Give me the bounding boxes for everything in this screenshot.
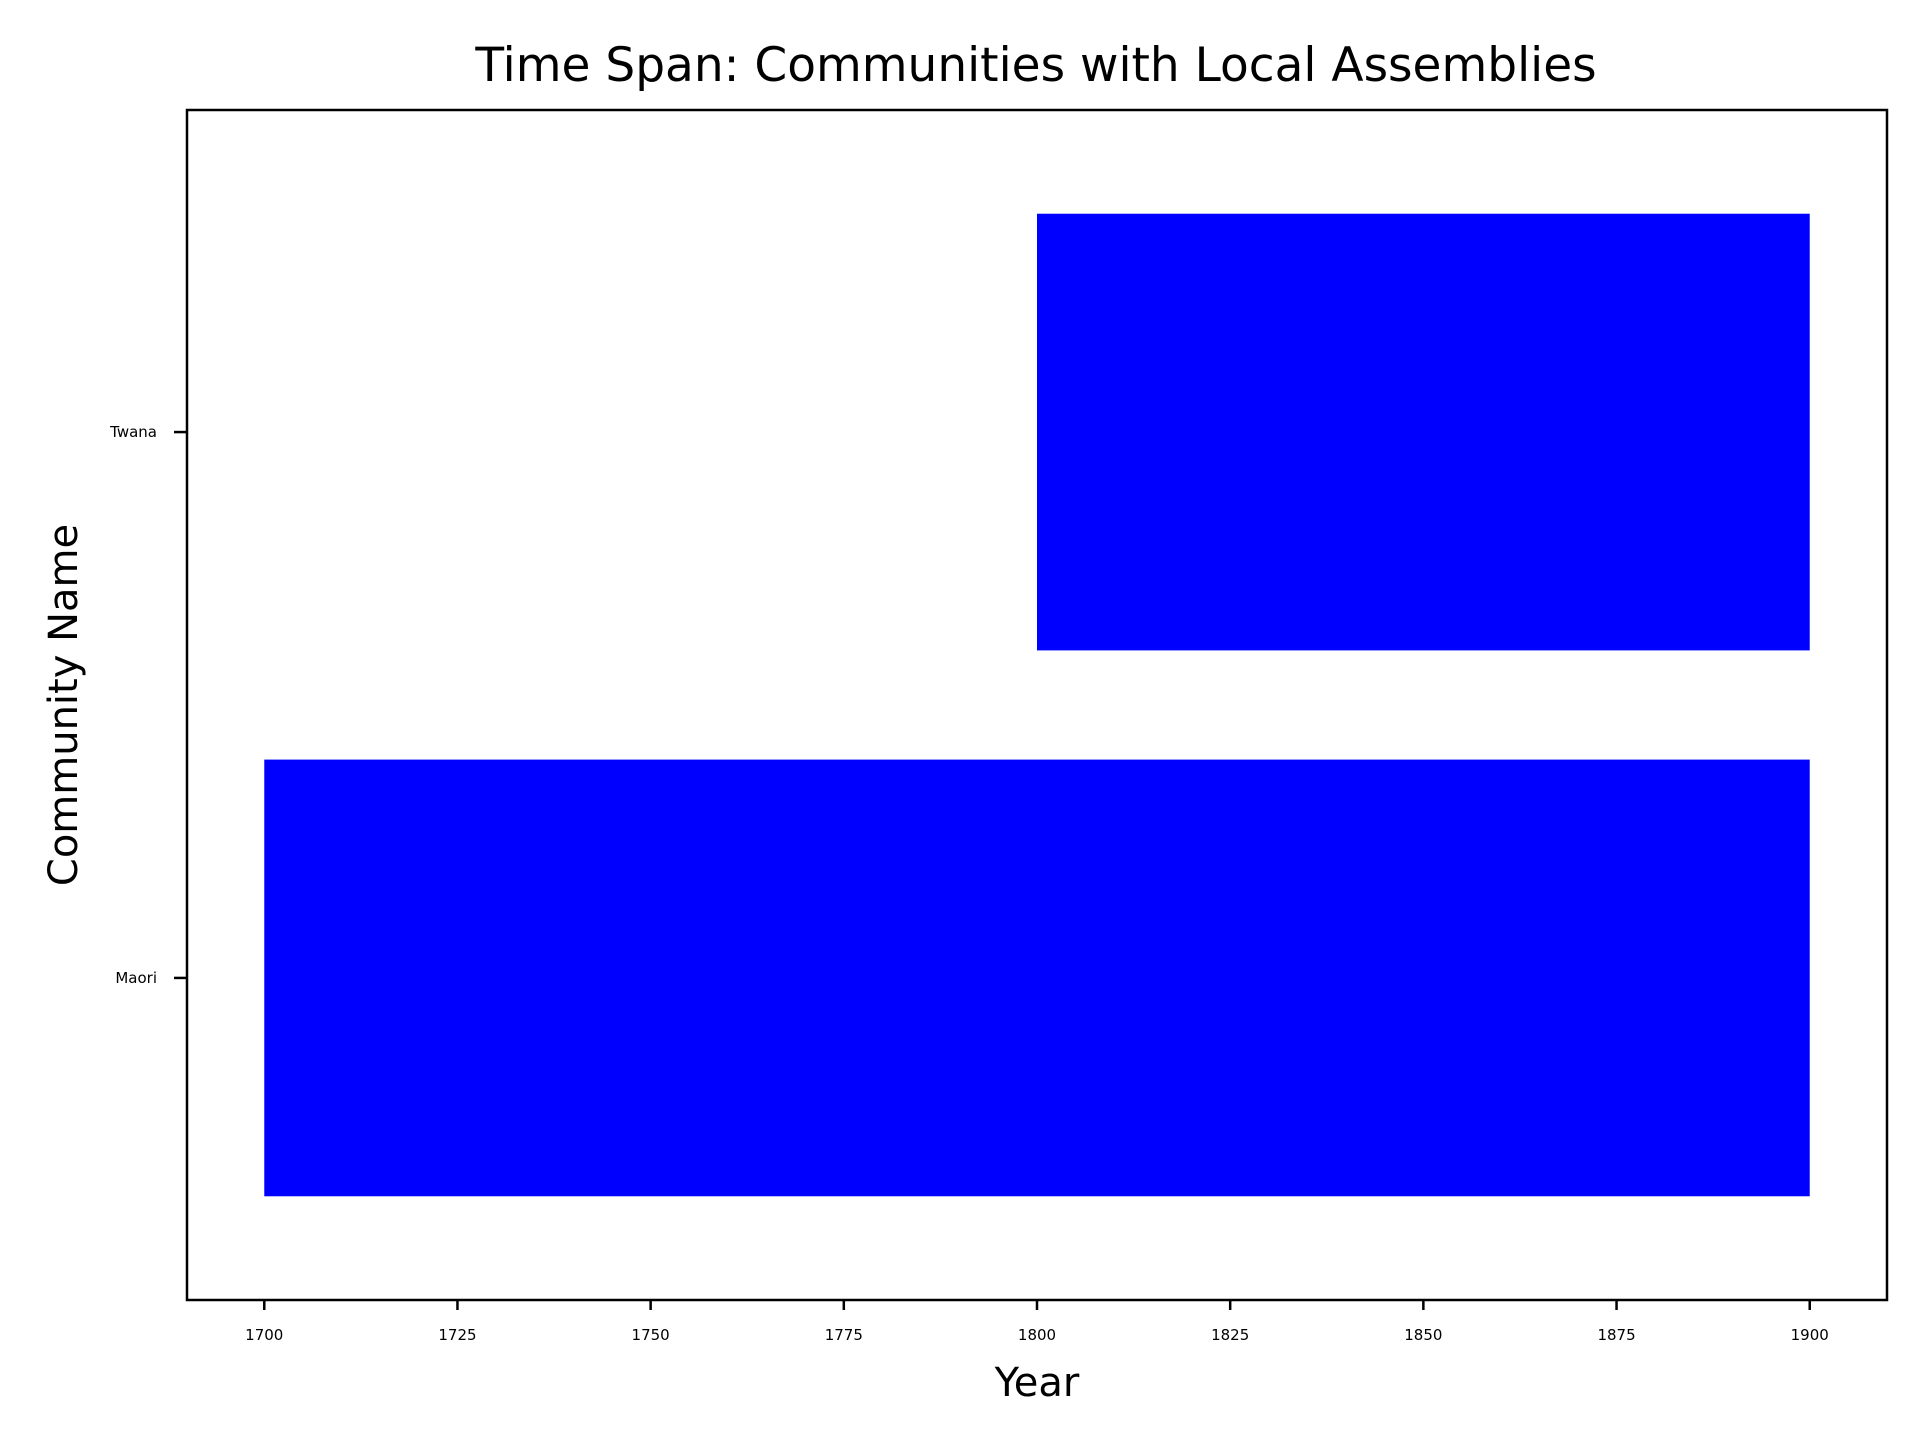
bars-group xyxy=(264,213,1810,1197)
chart-title: Time Span: Communities with Local Assemb… xyxy=(474,38,1596,93)
x-tick-label: 1825 xyxy=(1211,1326,1249,1344)
bar-twana xyxy=(1037,213,1810,651)
x-tick-label: 1700 xyxy=(245,1326,283,1344)
bar-maori xyxy=(264,759,1810,1197)
x-tick-label: 1750 xyxy=(632,1326,670,1344)
x-tick-label: 1725 xyxy=(438,1326,476,1344)
y-tick-label: Maori xyxy=(115,969,157,987)
y-axis-ticks: Maori Twana xyxy=(109,423,187,987)
x-tick-label: 1800 xyxy=(1018,1326,1056,1344)
x-tick-label: 1850 xyxy=(1404,1326,1442,1344)
x-tick-label: 1900 xyxy=(1791,1326,1829,1344)
x-axis-ticks: 1700 1725 1750 1775 1800 1825 1850 1875 1900 xyxy=(245,1300,1829,1344)
x-axis-label: Year xyxy=(994,1360,1080,1406)
x-tick-label: 1775 xyxy=(825,1326,863,1344)
y-axis-label: Community Name xyxy=(41,524,87,886)
x-tick-label: 1875 xyxy=(1597,1326,1635,1344)
y-tick-label: Twana xyxy=(109,423,157,441)
